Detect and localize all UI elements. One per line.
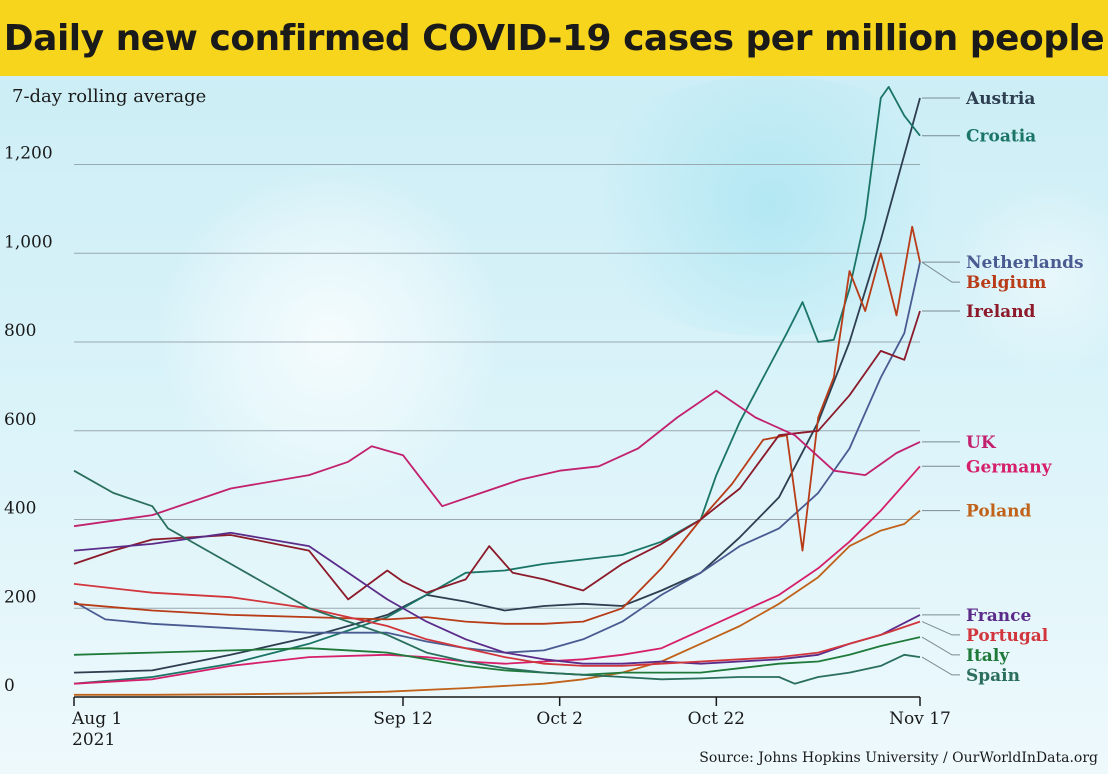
- y-tick-label-0: 0: [4, 676, 15, 696]
- x-tick-label-aug-1: Aug 1: [71, 709, 122, 729]
- series-label-netherlands: Netherlands: [966, 253, 1084, 273]
- y-tick-label-600: 600: [4, 410, 36, 430]
- series-lines: [73, 86, 921, 696]
- series-label-germany: Germany: [966, 457, 1053, 477]
- y-tick-label-400: 400: [4, 499, 36, 519]
- virus-glow-background: [160, 166, 500, 506]
- y-tick-label-1200: 1,200: [4, 144, 53, 164]
- cyan-glow-background: [560, 76, 980, 336]
- series-line-ireland: [73, 310, 921, 601]
- x-tick-sublabel-2021: 2021: [72, 730, 115, 750]
- series-label-france: France: [966, 606, 1031, 626]
- series-leader-italy: [921, 636, 960, 656]
- x-tick-label-sep-12: Sep 12: [373, 709, 433, 729]
- y-tick-label-200: 200: [4, 587, 36, 607]
- series-leader-belgium: [921, 261, 960, 283]
- series-label-austria: Austria: [965, 89, 1035, 109]
- series-line-uk: [73, 389, 921, 528]
- series-line-germany: [73, 465, 921, 685]
- x-tick-label-nov-17: Nov 17: [889, 709, 951, 729]
- series-label-italy: Italy: [966, 646, 1010, 666]
- series-leader-spain: [921, 656, 960, 676]
- y-tick-label-1000: 1,000: [4, 232, 53, 252]
- series-line-belgium: [73, 225, 921, 625]
- series-line-france: [73, 531, 921, 665]
- series-label-ireland: Ireland: [966, 302, 1036, 322]
- plot-area: 0 200 400 600 800 1,000 1,200 Aug 1 2021 Sep 12 Oc…: [0, 76, 1108, 774]
- right-glow-background: [950, 176, 1108, 376]
- series-label-uk: UK: [966, 433, 997, 453]
- series-label-portugal: Portugal: [966, 626, 1049, 646]
- series-label-poland: Poland: [966, 502, 1031, 522]
- y-tick-label-800: 800: [4, 321, 36, 341]
- x-tick-label-oct-2: Oct 2: [536, 709, 583, 729]
- series-line-croatia: [73, 86, 921, 685]
- series-label-croatia: Croatia: [966, 127, 1036, 147]
- series-leader-portugal: [921, 621, 960, 636]
- gridlines: [74, 164, 920, 609]
- chart-title: Daily new confirmed COVID-19 cases per m…: [3, 17, 1105, 59]
- series-line-netherlands: [73, 262, 921, 654]
- title-bar: Daily new confirmed COVID-19 cases per m…: [0, 0, 1108, 76]
- series-line-poland: [74, 509, 921, 696]
- series-line-portugal: [73, 583, 921, 667]
- series-line-spain: [73, 469, 921, 685]
- source-note: Source: Johns Hopkins University / OurWo…: [699, 750, 1098, 766]
- chart-subtitle: 7-day rolling average: [12, 86, 206, 107]
- series-label-spain: Spain: [966, 666, 1020, 686]
- series-label-belgium: Belgium: [966, 273, 1046, 293]
- x-tick-label-oct-22: Oct 22: [688, 709, 745, 729]
